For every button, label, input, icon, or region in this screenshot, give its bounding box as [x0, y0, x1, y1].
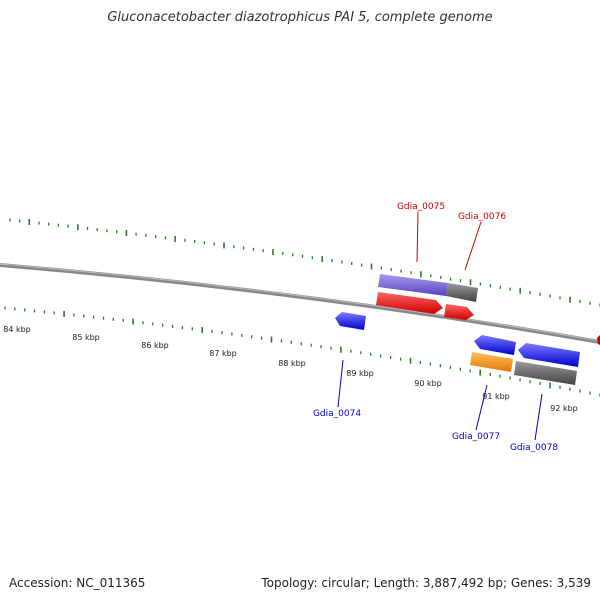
scale-label: 84 kbp	[3, 325, 31, 334]
scale-label: 87 kbp	[209, 349, 237, 358]
gene-label-gdia-0074[interactable]: Gdia_0074	[313, 409, 361, 419]
scale-label: 89 kbp	[346, 369, 374, 378]
feature-bar-gdia-0078[interactable]	[514, 361, 577, 385]
feature-bar-gdia-0075[interactable]	[378, 274, 448, 296]
edge-gene-fragment	[597, 335, 600, 345]
map-title: Gluconacetobacter diazotrophicus PAI 5, …	[107, 10, 493, 25]
gene-arrow-gdia-0078[interactable]	[518, 343, 580, 367]
gene-label-gdia-0077[interactable]: Gdia_0077	[452, 432, 500, 442]
scale-label: 88 kbp	[278, 359, 306, 368]
outer-tick-track	[9, 218, 600, 307]
gene-label-gdia-0075[interactable]: Gdia_0075	[397, 202, 445, 212]
inner-tick-track	[4, 306, 600, 397]
scale-label: 90 kbp	[414, 379, 442, 388]
scale-label: 86 kbp	[141, 341, 169, 350]
gene-label-gdia-0078[interactable]: Gdia_0078	[510, 443, 558, 453]
genome-summary: Topology: circular; Length: 3,887,492 bp…	[261, 576, 591, 590]
feature-bar-gdia-0076[interactable]	[446, 283, 478, 302]
gene-label-gdia-0076[interactable]: Gdia_0076	[458, 212, 506, 222]
genome-backbone	[0, 263, 600, 344]
feature-bar-gdia-0077[interactable]	[470, 352, 513, 372]
scale-label: 85 kbp	[72, 333, 100, 342]
gene-arrow-gdia-0074[interactable]	[335, 312, 366, 330]
gene-arrow-gdia-0075[interactable]	[376, 292, 443, 314]
gene-arrow-gdia-0076[interactable]	[444, 304, 474, 320]
gene-arrow-gdia-0077[interactable]	[474, 335, 516, 355]
scale-labels: 84 kbp 85 kbp 86 kbp 87 kbp 88 kbp 89 kbp 90 k…	[3, 325, 578, 413]
accession-label: Accession: NC_011365	[9, 576, 146, 590]
scale-label: 92 kbp	[550, 404, 578, 413]
scale-label: 91 kbp	[482, 392, 510, 401]
